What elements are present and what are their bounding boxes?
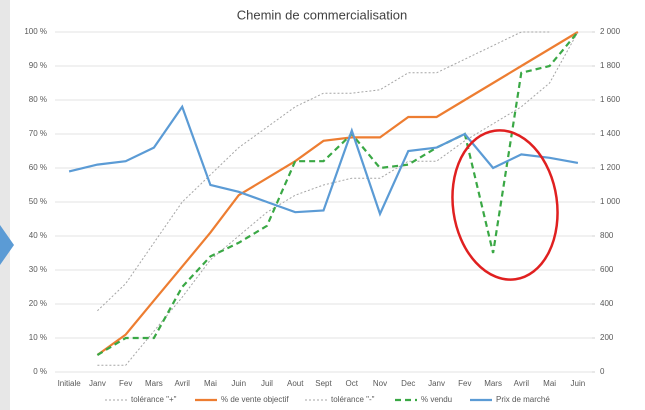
x-tick-label: Avril	[174, 379, 190, 388]
y-tick-label: 80 %	[29, 95, 47, 104]
y-tick-label: 100 %	[24, 27, 47, 36]
x-tick-label: Initiale	[58, 379, 82, 388]
y-tick-label: 50 %	[29, 197, 47, 206]
y2-tick-label: 1 000	[600, 197, 621, 206]
legend-label: % vendu	[421, 395, 452, 404]
y2-tick-label: 1 400	[600, 129, 621, 138]
x-tick-label: Mars	[484, 379, 502, 388]
y-tick-label: 10 %	[29, 333, 47, 342]
x-tick-label: Mai	[204, 379, 217, 388]
y-tick-label: 20 %	[29, 299, 47, 308]
legend-label: Prix de marché	[496, 395, 550, 404]
x-tick-label: Mars	[145, 379, 163, 388]
legend-label: tolérance "+"	[131, 395, 177, 404]
series-line	[68, 104, 579, 217]
y2-tick-label: 1 800	[600, 61, 621, 70]
legend-label: % de vente objectif	[221, 395, 289, 404]
x-tick-label: Fev	[119, 379, 132, 388]
x-tick-label: Juil	[261, 379, 273, 388]
x-tick-label: Janv	[89, 379, 106, 388]
x-tick-label: Fev	[458, 379, 471, 388]
y2-tick-label: 200	[600, 333, 614, 342]
series-line	[96, 31, 579, 356]
x-tick-label: Avril	[514, 379, 530, 388]
highlight-ellipse	[451, 129, 559, 281]
x-tick-label: Oct	[346, 379, 359, 388]
plot: 0 % 10 % 20 % 30 % 40 % 50 % 60 % 70 % 80 % 90 % 1…	[24, 27, 620, 404]
y2-tick-label: 400	[600, 299, 614, 308]
x-tick-label: Nov	[373, 379, 387, 388]
y2-tick-label: 0	[600, 367, 605, 376]
y2-tick-label: 1 200	[600, 163, 621, 172]
x-tick-label: Sept	[315, 379, 332, 388]
series-line	[97, 31, 579, 366]
side-arrow	[0, 225, 14, 265]
y-tick-label: 0 %	[33, 367, 47, 376]
series-line	[97, 31, 550, 312]
x-tick-label: Mai	[543, 379, 556, 388]
x-tick-label: Aout	[287, 379, 304, 388]
y2-tick-label: 800	[600, 231, 614, 240]
y2-tick-label: 2 000	[600, 27, 621, 36]
y-tick-label: 90 %	[29, 61, 47, 70]
x-tick-label: Juin	[571, 379, 586, 388]
x-tick-label: Juin	[231, 379, 246, 388]
x-tick-label: Dec	[401, 379, 415, 388]
chart-title: Chemin de commercialisation	[237, 7, 408, 22]
legend-label: tolérance "-"	[331, 395, 375, 404]
series-line	[96, 31, 579, 356]
y-tick-label: 40 %	[29, 231, 47, 240]
y2-tick-label: 600	[600, 265, 614, 274]
y-tick-label: 30 %	[29, 265, 47, 274]
x-tick-label: Janv	[428, 379, 445, 388]
y2-tick-label: 1 600	[600, 95, 621, 104]
y-tick-label: 70 %	[29, 129, 47, 138]
y-tick-label: 60 %	[29, 163, 47, 172]
